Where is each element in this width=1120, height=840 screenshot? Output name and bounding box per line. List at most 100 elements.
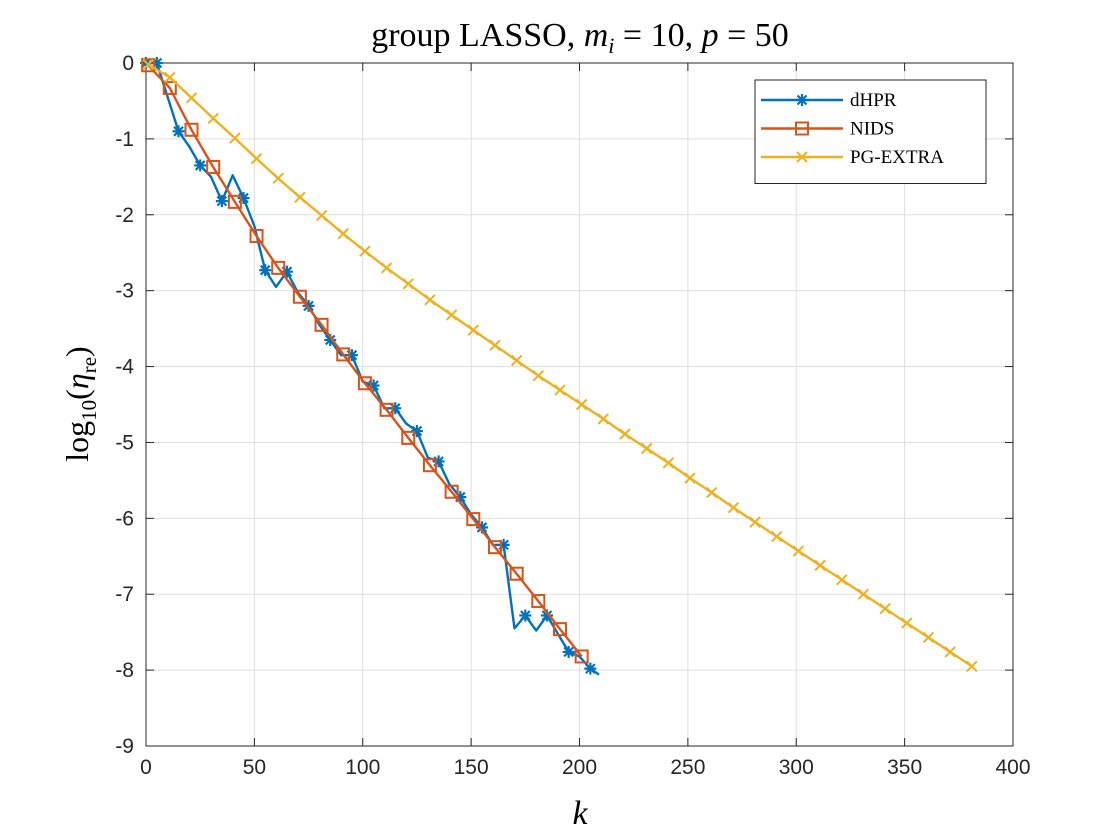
data-point-nids — [466, 512, 481, 527]
legend-entry-nids: NIDS — [761, 119, 894, 140]
x-marker-stroke — [164, 71, 176, 84]
data-point-pg-extra — [619, 428, 631, 440]
data-point-pg-extra — [966, 660, 978, 673]
data-point-pg-extra — [445, 309, 458, 321]
legend-box — [754, 79, 987, 184]
square-marker-shape — [249, 229, 264, 244]
y-tick-label: 0 — [122, 52, 134, 75]
square-marker-shape — [552, 622, 567, 637]
y-tick-label: -8 — [115, 659, 134, 682]
x-marker-stroke — [771, 530, 783, 543]
plot-series — [140, 57, 978, 676]
data-point-nids — [314, 317, 329, 332]
data-point-nids — [336, 347, 351, 362]
x-marker-stroke — [857, 588, 870, 600]
x-marker-stroke — [706, 486, 718, 499]
x-marker-stroke — [359, 245, 371, 257]
x-tick-label: 200 — [562, 756, 597, 779]
data-point-dhpr — [432, 455, 445, 468]
square-marker-shape — [314, 317, 329, 332]
x-marker-stroke — [554, 384, 566, 396]
data-point-pg-extra — [510, 354, 523, 367]
x-marker-stroke — [640, 442, 653, 455]
x-marker-stroke — [662, 457, 675, 469]
asterisk-marker-stroke — [216, 195, 228, 207]
data-point-dhpr — [259, 264, 272, 277]
data-point-nids — [357, 376, 372, 391]
legend-marker — [795, 121, 809, 136]
legend-marker — [796, 94, 808, 106]
data-point-pg-extra — [749, 516, 761, 528]
data-point-pg-extra — [380, 262, 393, 274]
data-point-pg-extra — [922, 631, 935, 644]
chart-title: group LASSO, mi = 10, p = 50 — [371, 17, 789, 58]
data-point-pg-extra — [337, 228, 349, 240]
square-marker-shape — [292, 289, 307, 304]
x-marker-stroke — [142, 58, 154, 71]
data-point-pg-extra — [467, 324, 479, 336]
data-point-pg-extra — [901, 617, 913, 629]
y-tick-label: -7 — [115, 583, 134, 606]
data-point-pg-extra — [597, 413, 610, 425]
x-marker-stroke — [814, 559, 826, 572]
x-tick-label: 150 — [454, 756, 489, 779]
data-point-nids — [422, 458, 437, 473]
x-marker-stroke — [229, 132, 241, 144]
square-marker-shape — [795, 121, 809, 136]
x-marker-stroke — [901, 617, 913, 629]
x-tick-label: 300 — [779, 756, 814, 779]
square-marker-shape — [422, 458, 437, 473]
data-point-pg-extra — [836, 574, 848, 586]
data-point-dhpr — [584, 662, 597, 675]
data-point-pg-extra — [164, 71, 176, 84]
x-marker-stroke — [402, 278, 414, 290]
data-point-pg-extra — [771, 530, 783, 543]
data-point-nids — [206, 159, 221, 174]
square-marker-shape — [509, 566, 524, 581]
data-point-pg-extra — [554, 384, 566, 396]
data-point-pg-extra — [294, 191, 306, 204]
asterisk-marker-stroke — [541, 610, 553, 621]
x-marker-stroke — [684, 472, 696, 484]
data-point-pg-extra — [185, 92, 198, 104]
data-point-nids — [574, 649, 589, 664]
x-marker-stroke — [294, 191, 306, 204]
x-marker-stroke — [575, 398, 588, 411]
legend-label: PG-EXTRA — [850, 147, 944, 168]
x-marker-stroke — [879, 602, 891, 615]
data-point-nids — [531, 594, 546, 609]
x-marker-stroke — [207, 112, 219, 125]
square-marker-shape — [531, 594, 546, 609]
legend-entry-dhpr: dHPR — [761, 90, 897, 111]
data-point-nids — [444, 484, 459, 499]
y-axis-label: log10(ηre) — [59, 346, 101, 461]
data-point-nids — [292, 289, 307, 304]
data-point-pg-extra — [727, 502, 740, 514]
x-marker-stroke — [337, 228, 349, 240]
square-marker-shape — [357, 376, 372, 391]
legend-entry-pg-extra: PG-EXTRA — [761, 147, 944, 168]
data-point-pg-extra — [250, 152, 263, 165]
y-tick-label: -3 — [115, 280, 134, 303]
y-tick-label: -9 — [115, 735, 134, 758]
data-point-pg-extra — [944, 646, 956, 658]
x-marker-stroke — [272, 172, 284, 185]
asterisk-marker-stroke — [259, 264, 271, 276]
x-marker-stroke — [922, 631, 935, 644]
square-marker-shape — [401, 430, 416, 445]
asterisk-marker-stroke — [324, 334, 336, 346]
data-point-pg-extra — [272, 172, 284, 185]
grid — [146, 63, 1013, 746]
legend-label: dHPR — [850, 90, 897, 111]
square-marker-shape — [162, 81, 177, 96]
data-point-dhpr — [215, 195, 228, 208]
x-tick-label: 350 — [887, 756, 922, 779]
data-point-nids — [162, 81, 177, 96]
square-marker-shape — [574, 649, 589, 664]
data-point-nids — [141, 58, 156, 73]
square-marker-shape — [184, 122, 199, 137]
x-marker-stroke — [727, 502, 740, 514]
x-tick-label: 0 — [140, 756, 152, 779]
y-tick-label: -5 — [115, 431, 134, 454]
